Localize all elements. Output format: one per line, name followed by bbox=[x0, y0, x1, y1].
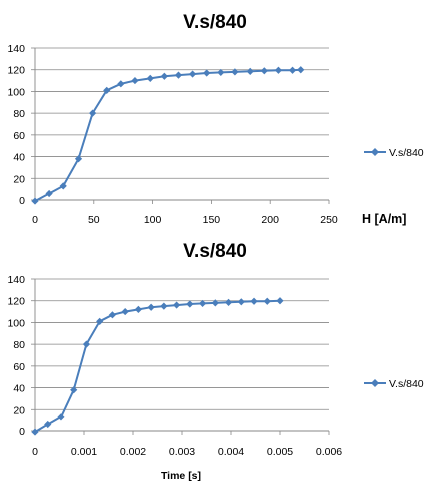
chart-2-data-point bbox=[211, 299, 219, 307]
chart-1-data-point bbox=[174, 71, 183, 79]
chart-1-legend-marker bbox=[371, 148, 379, 156]
chart-2-x-tick-labels: 0 0.001 0.002 0.003 0.004 0.005 0.006 bbox=[32, 446, 342, 458]
chart-1-y-tick-label: 20 bbox=[13, 173, 25, 185]
chart-1-data-point bbox=[160, 72, 168, 80]
chart-2-data-point bbox=[237, 298, 245, 306]
chart-2-data-point bbox=[121, 307, 129, 316]
chart-2-data-point bbox=[147, 303, 155, 311]
chart-1-y-tick-label: 60 bbox=[13, 130, 25, 142]
chart-1-y-tick-label: 120 bbox=[7, 65, 25, 77]
chart-2-data-point bbox=[57, 413, 65, 421]
chart-2-x-tick-label: 0.003 bbox=[169, 446, 195, 458]
chart-2-data-point bbox=[96, 317, 104, 325]
chart-1-x-tick-label: 150 bbox=[203, 214, 221, 226]
chart-1-data-point bbox=[74, 155, 83, 163]
chart-2-data-point bbox=[224, 298, 233, 306]
chart-1-data-point bbox=[146, 74, 154, 82]
chart-1-data-point bbox=[297, 66, 305, 74]
chart-1-y-tick-labels: 0 20 40 60 80 100 120 140 bbox=[7, 43, 25, 207]
chart-1-gridlines bbox=[35, 47, 329, 179]
chart-1-x-tick-label: 250 bbox=[320, 214, 338, 226]
chart-2-y-tick-label: 40 bbox=[13, 383, 25, 395]
chart-2-y-tick-label: 0 bbox=[19, 426, 25, 438]
chart-1-data-point bbox=[89, 109, 97, 117]
chart-1-y-tick-label: 0 bbox=[19, 195, 25, 207]
chart-1-data-point bbox=[59, 182, 67, 190]
chart-2-x-tick-label: 0.005 bbox=[267, 446, 293, 458]
chart-2-y-tick-label: 20 bbox=[13, 404, 25, 416]
chart-2-data-point bbox=[31, 428, 39, 436]
chart-2-data-point bbox=[263, 297, 271, 305]
chart-1-x-tick-label: 200 bbox=[261, 214, 279, 226]
chart-1-y-tick-label: 40 bbox=[13, 152, 25, 164]
chart-1-data-point bbox=[45, 189, 53, 198]
chart-1-data-point bbox=[231, 68, 239, 76]
chart-1-legend-label: V.s/840 bbox=[389, 147, 424, 159]
chart-2-data-point bbox=[82, 340, 91, 348]
chart-1-data-point bbox=[131, 76, 139, 85]
chart-2-title: V.s/840 bbox=[183, 241, 247, 262]
chart-2-y-tick-label: 100 bbox=[7, 317, 25, 329]
chart-1-y-tick-label: 140 bbox=[7, 43, 25, 55]
chart-2-y-tick-label: 120 bbox=[7, 296, 25, 308]
chart-2-y-tick-label: 60 bbox=[13, 361, 25, 373]
chart-2-legend-marker bbox=[371, 379, 379, 387]
chart-1-x-axis-label: H [A/m] bbox=[362, 212, 406, 226]
chart-2-data-point bbox=[186, 300, 194, 308]
chart-2-data-point bbox=[108, 311, 117, 319]
chart-2-x-tick-label: 0 bbox=[32, 446, 38, 458]
chart-1: V.s/840 0 20 40 60 80 100 120 140 0 50 100 150 200 2… bbox=[7, 12, 423, 226]
chart-1-data-point bbox=[117, 80, 125, 88]
chart-2-y-tick-label: 80 bbox=[13, 339, 25, 351]
chart-1-legend: V.s/840 bbox=[364, 147, 424, 159]
chart-2-series-line bbox=[34, 299, 281, 433]
chart-2: V.s/840 0 20 40 60 80 100 120 140 0 0.001 0.002 0.… bbox=[7, 241, 423, 482]
chart-1-data-point bbox=[246, 67, 254, 75]
chart-1-x-tick-label: 50 bbox=[88, 214, 100, 226]
chart-2-legend-label: V.s/840 bbox=[389, 378, 424, 390]
chart-2-legend: V.s/840 bbox=[364, 378, 424, 390]
chart-2-axes bbox=[31, 278, 330, 435]
chart-1-data-point bbox=[260, 67, 268, 75]
chart-1-series-line bbox=[34, 68, 301, 202]
chart-2-data-point bbox=[250, 297, 258, 305]
chart-2-data-point bbox=[160, 302, 168, 310]
chart-2-x-axis-label: Time [s] bbox=[161, 470, 201, 482]
chart-1-axes bbox=[31, 47, 330, 204]
chart-1-data-point bbox=[274, 66, 283, 74]
chart-1-data-point bbox=[288, 66, 297, 74]
chart-2-x-tick-label: 0.002 bbox=[120, 446, 146, 458]
chart-1-y-tick-label: 80 bbox=[13, 108, 25, 120]
chart-2-data-point bbox=[198, 299, 207, 308]
chart-2-y-tick-label: 140 bbox=[7, 274, 25, 286]
chart-1-data-point bbox=[217, 68, 225, 77]
chart-1-series bbox=[31, 66, 305, 205]
chart-1-x-tick-label: 0 bbox=[32, 214, 38, 226]
chart-2-gridlines bbox=[35, 278, 329, 410]
chart-2-data-point bbox=[134, 305, 142, 313]
chart-2-y-tick-labels: 0 20 40 60 80 100 120 140 bbox=[7, 274, 25, 438]
chart-1-data-point bbox=[203, 69, 211, 77]
chart-1-title: V.s/840 bbox=[183, 12, 247, 33]
chart-1-data-point bbox=[31, 197, 39, 205]
chart-2-data-point bbox=[70, 386, 78, 394]
chart-2-x-tick-label: 0.004 bbox=[218, 446, 244, 458]
chart-2-x-tick-label: 0.001 bbox=[71, 446, 97, 458]
chart-2-series bbox=[31, 297, 284, 436]
chart-1-y-tick-label: 100 bbox=[7, 86, 25, 98]
chart-1-data-point bbox=[188, 70, 197, 78]
chart-2-data-point bbox=[44, 420, 52, 429]
chart-2-data-point bbox=[173, 301, 181, 309]
chart-2-data-point bbox=[276, 297, 284, 305]
chart-2-x-tick-label: 0.006 bbox=[316, 446, 342, 458]
chart-1-x-tick-label: 100 bbox=[144, 214, 162, 226]
chart-1-data-point bbox=[103, 86, 111, 94]
chart-1-x-tick-labels: 0 50 100 150 200 250 bbox=[32, 214, 338, 226]
